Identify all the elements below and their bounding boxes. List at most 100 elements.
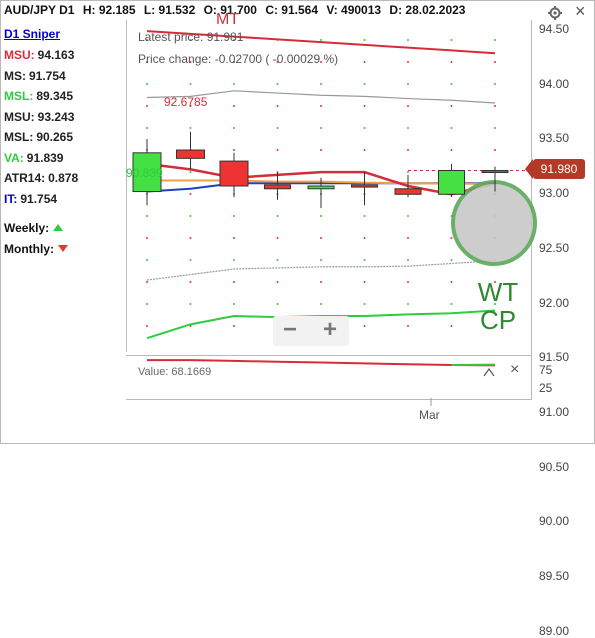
grid-dot: [277, 281, 279, 283]
grid-dot: [407, 83, 409, 85]
grid-dot: [407, 171, 409, 173]
grid-dot: [320, 39, 322, 41]
price-change-text: Price change: -0.02700 ( -0.00029 %): [138, 52, 338, 66]
grid-dot: [277, 83, 279, 85]
grid-dot: [407, 105, 409, 107]
x-axis-month-label: Mar: [419, 408, 440, 422]
candle-body: [482, 171, 508, 173]
high-price-label: 92.6785: [164, 95, 207, 109]
grid-dot: [146, 303, 148, 305]
grid-dot: [190, 171, 192, 173]
grid-dot: [407, 303, 409, 305]
grid-dot: [364, 149, 366, 151]
grid-dot: [233, 303, 235, 305]
candle-body: [395, 189, 421, 195]
grid-dot: [451, 325, 453, 327]
grid-dot: [364, 127, 366, 129]
grid-dot: [320, 259, 322, 261]
grid-dot: [494, 149, 496, 151]
grid-dot: [407, 61, 409, 63]
candle-body: [265, 185, 291, 189]
grid-dot: [190, 303, 192, 305]
grid-dot: [364, 39, 366, 41]
grid-dot: [320, 281, 322, 283]
subchart-tick-25: 25: [539, 381, 552, 395]
grid-dot: [407, 281, 409, 283]
candle-body: [220, 161, 248, 186]
grid-dot: [451, 39, 453, 41]
grid-dot: [320, 237, 322, 239]
grid-dot: [364, 105, 366, 107]
grid-dot: [320, 215, 322, 217]
zoom-out-button[interactable]: −: [276, 318, 304, 344]
y-tick-label: 90.50: [539, 460, 569, 474]
grid-dot: [364, 61, 366, 63]
grid-dot: [494, 83, 496, 85]
grid-dot: [407, 149, 409, 151]
y-tick-label: 89.50: [539, 569, 569, 583]
wt-label: WT: [470, 278, 526, 306]
grid-dot: [407, 215, 409, 217]
grid-dot: [407, 325, 409, 327]
grid-dot: [364, 281, 366, 283]
grid-dot: [190, 127, 192, 129]
y-tick-label: 90.00: [539, 514, 569, 528]
grid-dot: [146, 127, 148, 129]
grid-dot: [364, 259, 366, 261]
grid-dot: [451, 105, 453, 107]
grid-dot: [494, 39, 496, 41]
y-tick-label: 91.00: [539, 405, 569, 419]
grid-dot: [451, 127, 453, 129]
grid-dot: [451, 61, 453, 63]
grid-dot: [320, 127, 322, 129]
grid-dot: [233, 237, 235, 239]
low-price-label: 90.839: [126, 166, 163, 180]
grid-dot: [146, 325, 148, 327]
grid-dot: [233, 83, 235, 85]
grid-dot: [407, 237, 409, 239]
grid-dot: [364, 325, 366, 327]
grid-dot: [146, 281, 148, 283]
grid-dot: [277, 259, 279, 261]
latest-price-text: Latest price: 91.981: [138, 30, 243, 44]
grid-dot: [233, 105, 235, 107]
grid-dot: [277, 149, 279, 151]
grid-dot: [364, 83, 366, 85]
zoom-in-button[interactable]: +: [316, 318, 344, 344]
highlight-circle: [453, 182, 535, 264]
y-tick-label: 92.00: [539, 296, 569, 310]
grid-dot: [146, 237, 148, 239]
grid-dot: [190, 193, 192, 195]
grid-dot: [190, 281, 192, 283]
grid-dot: [233, 325, 235, 327]
grid-dot: [364, 237, 366, 239]
grid-dot: [451, 303, 453, 305]
grid-dot: [494, 61, 496, 63]
y-tick-label: 89.00: [539, 624, 569, 638]
candlestick-chart[interactable]: [0, 0, 595, 444]
grid-dot: [277, 127, 279, 129]
grid-dot: [190, 83, 192, 85]
grid-dot: [146, 83, 148, 85]
grid-dot: [320, 149, 322, 151]
grid-dot: [233, 149, 235, 151]
grid-dot: [320, 83, 322, 85]
grid-dot: [146, 215, 148, 217]
grid-dot: [494, 127, 496, 129]
mt-label: MT: [216, 11, 239, 29]
grid-dot: [407, 259, 409, 261]
candle-body: [439, 171, 465, 195]
grid-dot: [407, 127, 409, 129]
y-tick-label: 94.50: [539, 22, 569, 36]
grid-dot: [364, 303, 366, 305]
grid-dot: [364, 215, 366, 217]
grid-dot: [233, 127, 235, 129]
candle-body: [308, 186, 334, 189]
cp-label: CP: [470, 306, 526, 334]
y-tick-label: 92.50: [539, 241, 569, 255]
grid-dot: [190, 215, 192, 217]
subchart-red-line: [147, 360, 495, 365]
candle-body: [352, 185, 378, 187]
subchart-tick-75: 75: [539, 363, 552, 377]
subchart-close-icon[interactable]: ×: [510, 361, 519, 379]
